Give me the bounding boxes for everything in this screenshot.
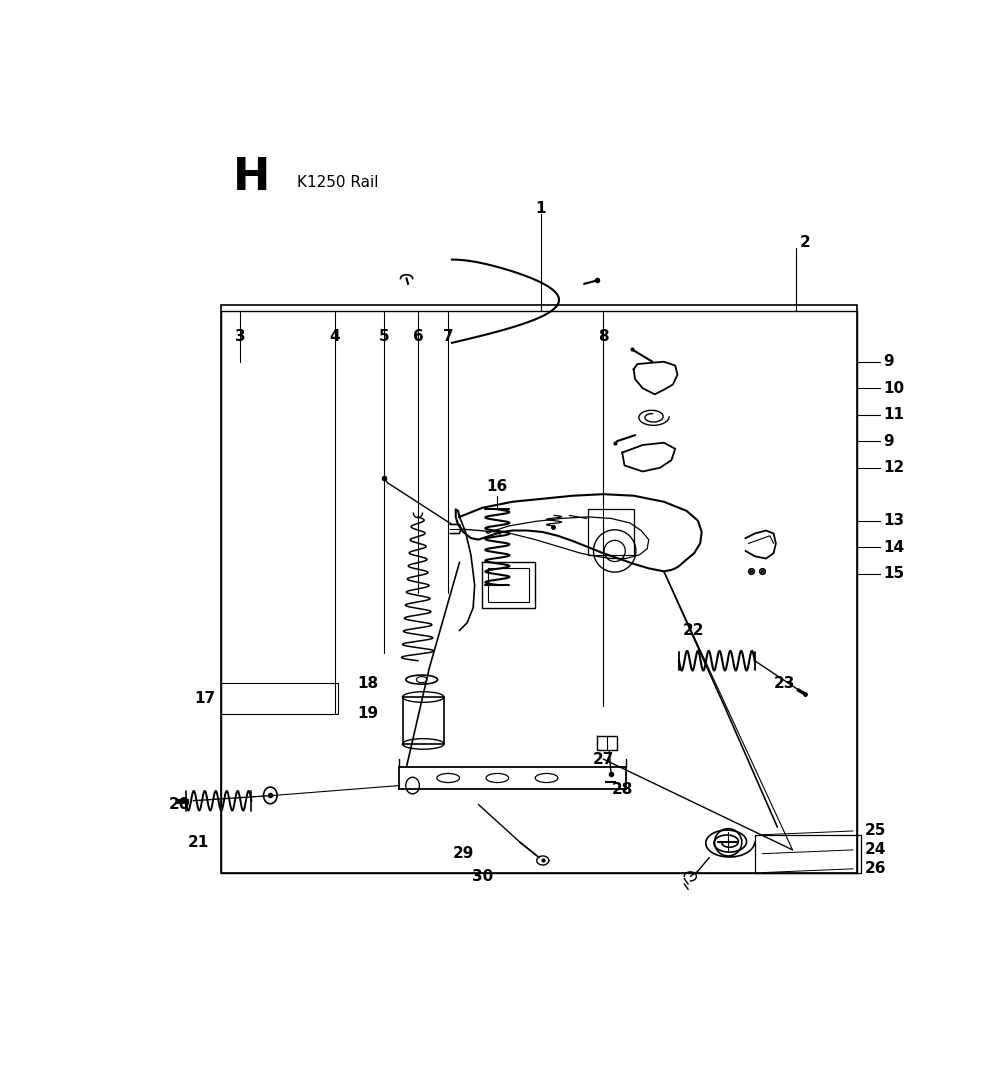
- Text: 3: 3: [235, 329, 245, 345]
- Text: 21: 21: [188, 835, 209, 850]
- Text: 14: 14: [883, 540, 904, 554]
- Text: 17: 17: [195, 691, 216, 706]
- Text: 25: 25: [864, 824, 886, 839]
- Text: 20: 20: [169, 798, 190, 812]
- Text: 8: 8: [598, 329, 609, 345]
- Text: 28: 28: [612, 782, 633, 796]
- Text: 10: 10: [883, 381, 904, 396]
- Text: 29: 29: [453, 847, 474, 861]
- Text: 9: 9: [883, 355, 894, 369]
- Text: K1250 Rail: K1250 Rail: [297, 175, 378, 190]
- Text: 18: 18: [357, 676, 378, 691]
- Text: 27: 27: [593, 752, 614, 767]
- Text: 22: 22: [683, 623, 704, 638]
- Text: 7: 7: [443, 329, 453, 345]
- Text: 16: 16: [487, 479, 508, 494]
- Text: 6: 6: [413, 329, 423, 345]
- Text: 11: 11: [883, 407, 904, 422]
- Text: 2: 2: [800, 236, 811, 251]
- Bar: [221, 305, 857, 873]
- Text: 12: 12: [883, 460, 905, 476]
- Text: 23: 23: [774, 676, 795, 691]
- Text: 15: 15: [883, 566, 904, 582]
- Text: 13: 13: [883, 513, 904, 528]
- Text: 9: 9: [883, 434, 894, 448]
- Text: 26: 26: [864, 861, 886, 876]
- Text: 4: 4: [329, 329, 340, 345]
- Text: 1: 1: [535, 201, 546, 216]
- Text: 24: 24: [864, 842, 886, 858]
- Text: 30: 30: [472, 868, 493, 884]
- Text: 19: 19: [357, 706, 378, 721]
- Text: H: H: [232, 156, 270, 200]
- Text: 5: 5: [379, 329, 389, 345]
